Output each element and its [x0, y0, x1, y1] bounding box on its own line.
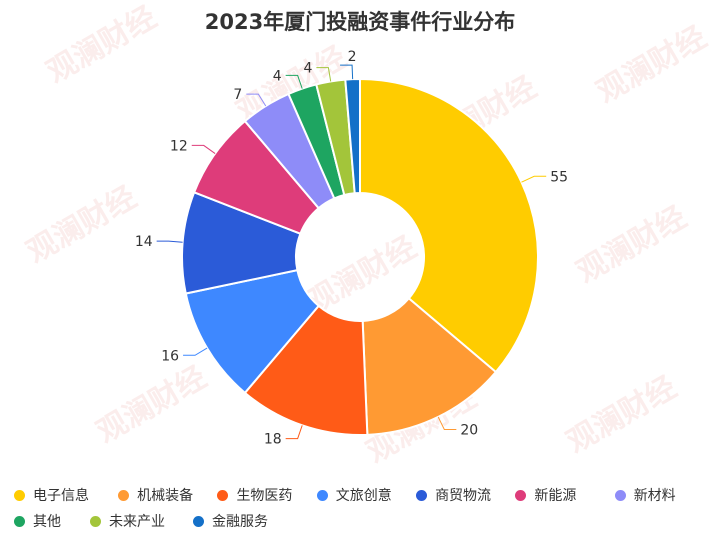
label-line-机械装备 — [437, 416, 457, 430]
label-line-金融服务 — [340, 64, 354, 80]
legend-label: 其他 — [33, 514, 61, 530]
legend-item-生物医药[interactable]: 生物医药 — [217, 485, 316, 505]
legend-label: 机械装备 — [137, 488, 194, 504]
label-line-新能源 — [191, 144, 216, 154]
label-line-文旅创意 — [183, 347, 208, 356]
label-line-电子信息 — [521, 175, 547, 183]
legend-dot — [416, 489, 428, 501]
data-label-新材料: 7 — [233, 87, 242, 103]
legend-dot — [90, 515, 101, 527]
pie-slice-机械装备[interactable] — [361, 296, 498, 436]
legend-dot — [614, 489, 626, 501]
legend-label: 商贸物流 — [435, 488, 492, 504]
legend-label: 电子信息 — [33, 488, 89, 504]
legend-item-新材料[interactable]: 新材料 — [614, 485, 714, 505]
legend-item-机械装备[interactable]: 机械装备 — [118, 485, 217, 505]
label-line-生物医药 — [285, 425, 303, 440]
data-label-未来产业: 4 — [303, 61, 312, 77]
legend-dot — [14, 515, 25, 527]
data-label-机械装备: 20 — [460, 422, 478, 438]
legend-item-文旅创意[interactable]: 文旅创意 — [316, 485, 416, 505]
legend: 电子信息 机械装备 生物医药 文旅创意 商贸物流 新能源 新材料 其他 未来产业… — [14, 482, 714, 534]
legend-dot — [14, 489, 25, 501]
legend-label: 新材料 — [633, 488, 676, 504]
legend-item-其他[interactable]: 其他 — [14, 511, 90, 531]
label-line-其他 — [285, 74, 303, 89]
data-label-文旅创意: 16 — [161, 348, 179, 364]
legend-dot — [217, 489, 229, 501]
pie-slice-金融服务[interactable] — [344, 77, 361, 195]
label-line-商贸物流 — [156, 240, 183, 243]
chart-title: 2023年厦门投融资事件行业分布 — [204, 10, 516, 34]
legend-item-新能源[interactable]: 新能源 — [515, 485, 614, 505]
data-label-其他: 4 — [273, 68, 282, 84]
data-label-金融服务: 2 — [348, 49, 357, 65]
label-line-新材料 — [246, 93, 267, 107]
label-line-未来产业 — [316, 67, 332, 82]
data-label-生物医药: 18 — [264, 432, 282, 448]
legend-label: 未来产业 — [109, 514, 165, 530]
legend-item-未来产业[interactable]: 未来产业 — [90, 511, 193, 531]
legend-row: 其他 未来产业 金融服务 — [14, 508, 714, 534]
legend-label: 金融服务 — [212, 514, 268, 530]
legend-row: 电子信息 机械装备 生物医药 文旅创意 商贸物流 新能源 新材料 — [14, 482, 714, 508]
donut-chart: 55 20 18 16 14 12 7 4 4 2 — [135, 49, 568, 448]
pie-slice-电子信息[interactable] — [359, 77, 539, 374]
legend-item-金融服务[interactable]: 金融服务 — [193, 511, 296, 531]
data-label-新能源: 12 — [170, 138, 188, 154]
legend-label: 生物医药 — [236, 488, 293, 504]
legend-dot — [316, 489, 328, 501]
data-label-商贸物流: 14 — [135, 234, 153, 250]
legend-dot — [515, 489, 527, 501]
legend-dot — [193, 515, 204, 527]
legend-item-电子信息[interactable]: 电子信息 — [14, 485, 118, 505]
data-label-电子信息: 55 — [550, 169, 568, 185]
legend-dot — [118, 489, 130, 501]
legend-label: 新能源 — [534, 488, 577, 504]
legend-item-商贸物流[interactable]: 商贸物流 — [416, 485, 515, 505]
legend-label: 文旅创意 — [335, 488, 392, 504]
